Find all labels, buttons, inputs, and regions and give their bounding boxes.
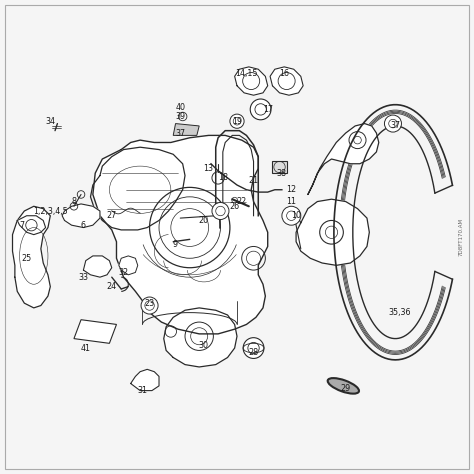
Text: 12: 12 xyxy=(286,185,296,194)
Text: 32: 32 xyxy=(118,268,128,277)
Text: 38: 38 xyxy=(277,169,287,178)
Polygon shape xyxy=(273,161,287,173)
Polygon shape xyxy=(12,206,50,308)
Text: 29: 29 xyxy=(341,384,351,393)
Polygon shape xyxy=(62,204,100,228)
Text: 35,36: 35,36 xyxy=(389,308,411,317)
Text: 17: 17 xyxy=(263,105,273,114)
Text: 41: 41 xyxy=(81,344,91,353)
Polygon shape xyxy=(74,319,117,343)
Text: 18: 18 xyxy=(218,173,228,182)
Text: 11: 11 xyxy=(286,197,296,206)
Text: 7: 7 xyxy=(19,221,25,230)
Text: 9: 9 xyxy=(173,239,178,248)
Polygon shape xyxy=(308,124,379,194)
Circle shape xyxy=(212,202,229,219)
Text: 23: 23 xyxy=(145,299,155,308)
Text: 14,15: 14,15 xyxy=(235,70,258,79)
Text: 37: 37 xyxy=(390,121,401,130)
Polygon shape xyxy=(17,216,46,235)
Polygon shape xyxy=(164,308,237,367)
Polygon shape xyxy=(93,136,268,334)
Text: 8: 8 xyxy=(72,197,76,206)
Circle shape xyxy=(141,297,158,314)
Polygon shape xyxy=(119,256,138,275)
Text: 33: 33 xyxy=(78,273,89,282)
Text: 37: 37 xyxy=(175,128,185,137)
Circle shape xyxy=(250,99,271,120)
Text: 40: 40 xyxy=(175,102,185,111)
Polygon shape xyxy=(131,369,159,391)
Circle shape xyxy=(243,337,264,358)
Text: 16: 16 xyxy=(279,70,289,79)
Polygon shape xyxy=(83,256,112,277)
Circle shape xyxy=(282,206,301,225)
Text: 39: 39 xyxy=(175,112,185,121)
Text: 31: 31 xyxy=(137,386,147,395)
Text: 27: 27 xyxy=(107,211,117,220)
Text: 1,2,3,4,5: 1,2,3,4,5 xyxy=(33,207,68,216)
Text: 26: 26 xyxy=(229,202,240,211)
Text: 28: 28 xyxy=(248,348,259,357)
Text: 34: 34 xyxy=(46,117,55,126)
Text: 20: 20 xyxy=(199,216,209,225)
Text: 25: 25 xyxy=(21,254,32,263)
Text: 7D8FT170.AM: 7D8FT170.AM xyxy=(459,218,464,256)
Polygon shape xyxy=(173,124,199,136)
Polygon shape xyxy=(296,199,369,265)
Text: 24: 24 xyxy=(107,282,117,291)
Circle shape xyxy=(384,115,401,132)
Text: 6: 6 xyxy=(81,221,86,230)
Text: 13: 13 xyxy=(204,164,214,173)
Polygon shape xyxy=(91,147,185,230)
Ellipse shape xyxy=(328,378,359,393)
Text: 30: 30 xyxy=(199,341,209,350)
Polygon shape xyxy=(270,67,303,95)
Circle shape xyxy=(230,114,244,128)
Text: 22: 22 xyxy=(237,197,247,206)
Text: 10: 10 xyxy=(291,211,301,220)
Text: 19: 19 xyxy=(232,117,242,126)
Text: 21: 21 xyxy=(248,176,259,185)
Polygon shape xyxy=(235,67,268,95)
